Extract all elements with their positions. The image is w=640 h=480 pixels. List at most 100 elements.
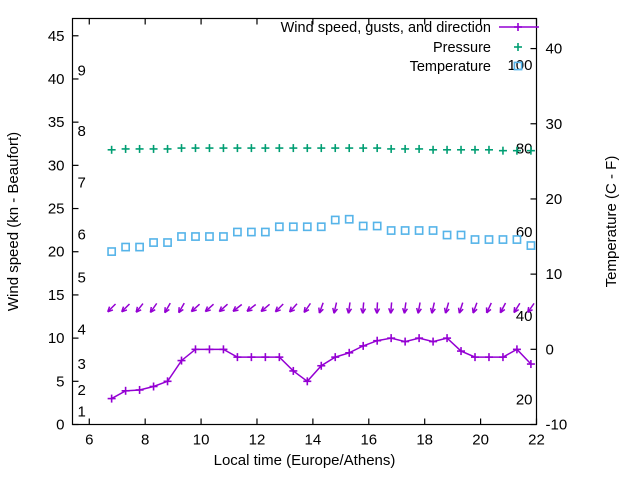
y-tick-label: 30: [48, 157, 65, 174]
pressure-marker: [331, 144, 340, 153]
x-tick-label: 12: [249, 432, 266, 449]
wind-speed-marker: [135, 385, 144, 394]
wind-speed-marker: [415, 334, 424, 343]
wind-speed-marker: [457, 347, 466, 356]
temperature-marker: [330, 215, 340, 225]
wind-speed-marker: [303, 377, 312, 386]
temperature-marker: [470, 235, 480, 244]
wind-direction-arrow: [232, 303, 243, 313]
x-tick-label: 16: [360, 432, 377, 449]
wind-speed-marker: [331, 353, 340, 362]
y-tick-label: 35: [48, 114, 65, 131]
temperature-marker: [386, 226, 396, 235]
wind-direction-arrow: [513, 302, 521, 314]
temperature-marker: [302, 222, 312, 232]
pressure-marker: [107, 145, 116, 154]
wind-direction-arrow: [415, 302, 422, 314]
y2-tick-label: 40: [546, 41, 563, 58]
pressure-marker: [275, 144, 284, 153]
y-tick-label: 0: [56, 417, 64, 434]
beaufort-label: 3: [78, 356, 86, 373]
pressure-marker: [177, 144, 186, 153]
temperature-marker: [177, 232, 186, 241]
plot-border: [71, 17, 538, 426]
pressure-marker: [219, 144, 228, 153]
pressure-marker: [484, 145, 493, 154]
pressure-marker: [526, 146, 535, 155]
temperature-marker: [219, 232, 228, 241]
legend-label-2: Temperature: [410, 59, 491, 75]
wind-direction-arrow: [332, 302, 339, 314]
pressure-marker: [429, 145, 438, 154]
wind-direction-arrow: [527, 302, 535, 314]
wind-speed-marker: [149, 382, 158, 391]
y-tick-label: 20: [48, 244, 65, 261]
wind-speed-marker: [163, 377, 172, 386]
pressure-marker: [247, 144, 256, 153]
x-axis-title: Local time (Europe/Athens): [214, 452, 396, 469]
pressure-marker: [205, 144, 214, 153]
y-tick-label: 40: [48, 71, 65, 88]
pressure-marker: [233, 144, 242, 153]
pressure-marker: [135, 144, 144, 153]
x-tick-label: 20: [472, 432, 489, 449]
wind-speed-marker: [205, 345, 214, 354]
temperature-marker: [274, 222, 284, 232]
wind-direction-arrow: [499, 302, 507, 314]
x-tick-label: 18: [416, 432, 433, 449]
wind-direction-arrow: [190, 303, 201, 313]
temperature-marker: [526, 241, 536, 250]
beaufort-label: 2: [78, 382, 86, 399]
y-tick-label: 5: [56, 373, 64, 390]
temperature-marker: [372, 221, 382, 231]
fahrenheit-label: 20: [516, 392, 533, 409]
wind-speed-marker: [526, 360, 535, 369]
temperature-marker: [442, 230, 452, 240]
temperature-marker: [428, 226, 438, 235]
pressure-marker: [317, 144, 326, 153]
temperature-marker: [414, 226, 424, 235]
y2-tick-label: -10: [546, 417, 568, 434]
temperature-marker: [135, 242, 144, 252]
y2-tick-label: 0: [546, 341, 554, 358]
wind-speed-marker: [471, 353, 480, 362]
wind-speed-marker: [247, 353, 256, 362]
beaufort-label: 6: [78, 226, 86, 243]
temperature-marker: [498, 235, 508, 244]
y-tick-label: 10: [48, 330, 65, 347]
wind-direction-arrow: [318, 302, 324, 314]
wind-speed-marker: [107, 394, 116, 403]
wind-direction-arrow: [274, 303, 284, 313]
pressure-marker: [359, 144, 368, 153]
wind-speed-marker: [387, 334, 396, 343]
pressure-marker: [191, 144, 200, 153]
pressure-marker: [289, 144, 298, 153]
wind-speed-marker: [121, 386, 130, 395]
wind-speed-marker: [317, 361, 326, 370]
temperature-marker: [107, 247, 117, 256]
x-tick-label: 6: [85, 432, 93, 449]
y2-tick-label: 20: [546, 191, 563, 208]
beaufort-label: 8: [78, 123, 86, 140]
temperature-marker: [358, 221, 368, 231]
pressure-marker: [387, 144, 396, 153]
wind-speed-marker: [219, 345, 228, 354]
wind-speed-marker: [359, 341, 368, 350]
y-axis-title: Wind speed (kn - Beaufort): [5, 132, 22, 311]
wind-speed-marker: [233, 353, 242, 362]
x-tick-label: 10: [193, 432, 210, 449]
y-tick-label: 15: [48, 287, 65, 304]
wind-speed-marker: [498, 353, 507, 362]
wind-speed-marker: [512, 345, 521, 354]
wind-direction-arrow: [107, 303, 117, 313]
wind-direction-arrow: [401, 302, 409, 314]
wind-speed-marker: [429, 337, 438, 346]
legend-key-plus: [514, 23, 522, 31]
beaufort-label: 9: [78, 62, 86, 79]
temperature-marker: [316, 222, 326, 232]
pressure-marker: [121, 144, 130, 153]
wind-speed-marker: [484, 353, 493, 362]
wind-direction-arrow: [164, 302, 171, 314]
